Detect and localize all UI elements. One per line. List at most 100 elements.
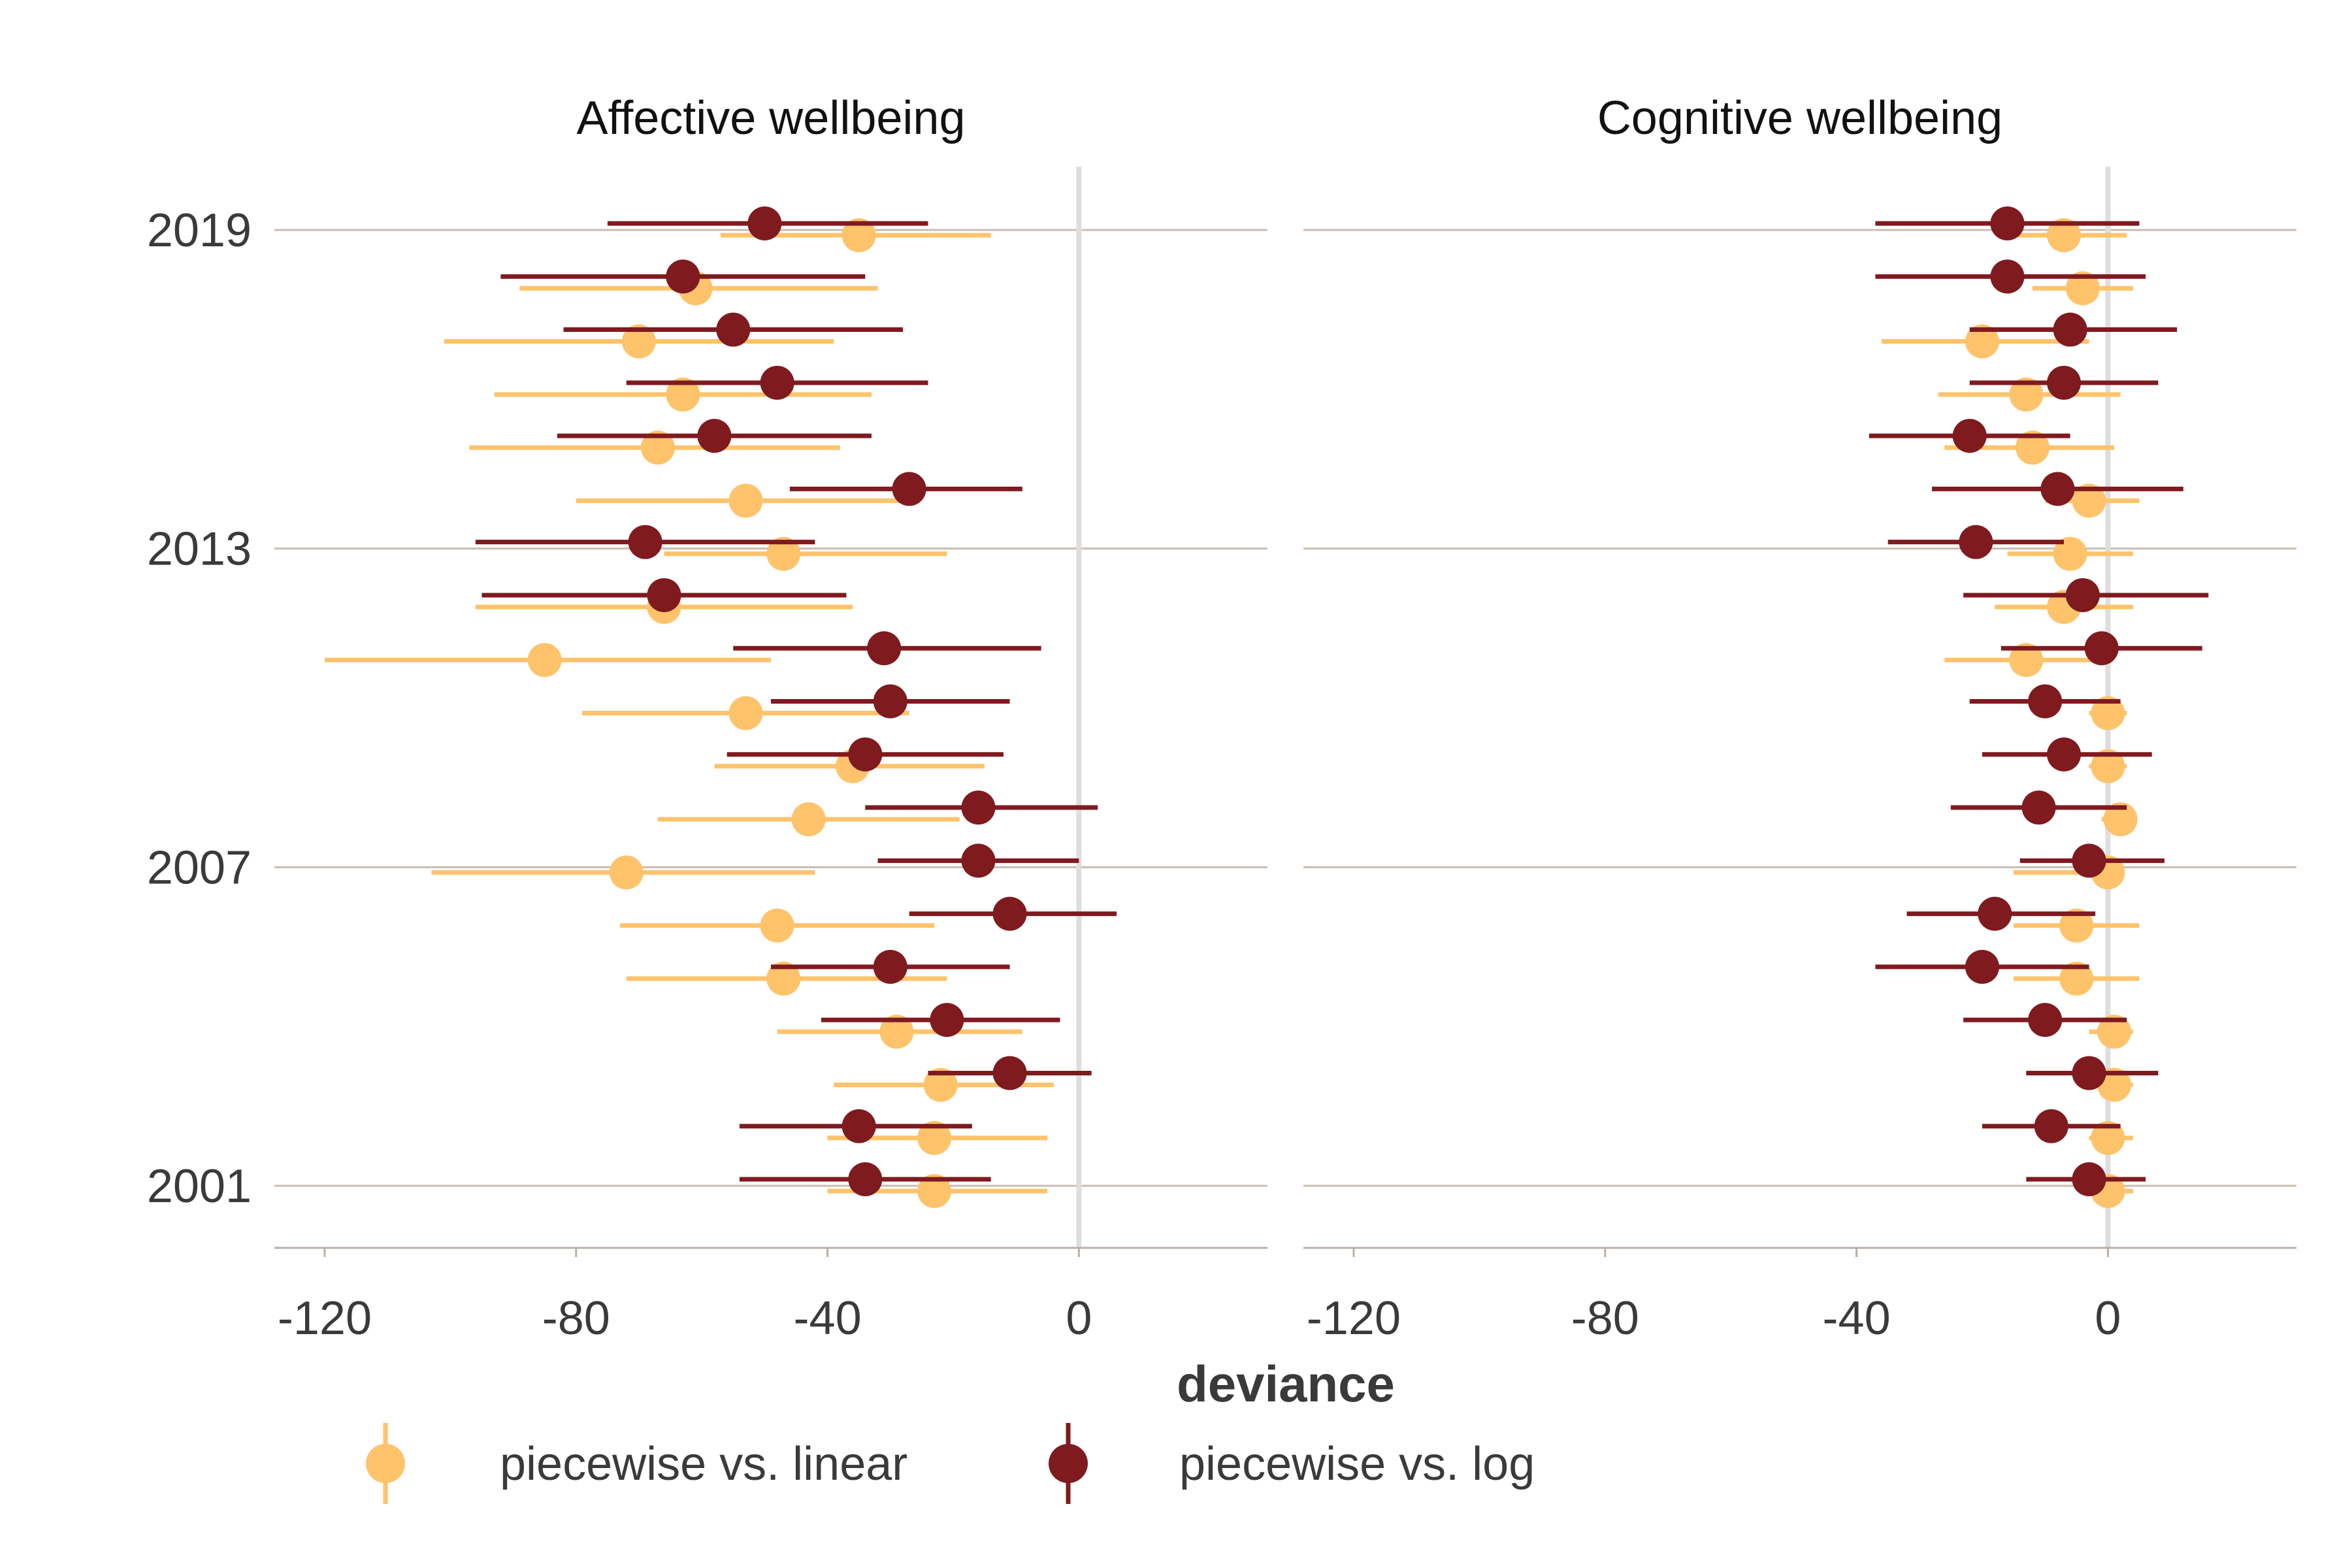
point-2016 (666, 377, 700, 412)
x-tick-label: 0 (1066, 1292, 1092, 1345)
point-2012 (2065, 578, 2100, 612)
point-2002 (841, 1109, 876, 1143)
series-piecewise-vs-log (1869, 206, 2209, 1196)
point-2003 (992, 1056, 1027, 1090)
x-axis-affective: -120 -80 -40 0 (274, 1247, 1267, 1345)
point-2010 (728, 696, 763, 730)
panel-title-affective: Affective wellbeing (576, 92, 965, 144)
point-2001 (2072, 1162, 2106, 1196)
point-2008 (2103, 802, 2138, 837)
point-2017 (1965, 324, 1999, 359)
point-2016 (2009, 377, 2044, 412)
series-piecewise-vs-linear (324, 218, 1054, 1208)
point-2002 (917, 1120, 952, 1155)
point-2013 (766, 536, 801, 571)
y-tick-label: 2007 (147, 841, 252, 894)
panel-cognitive: Cognitive wellbeing -120 -80 -40 0 (1303, 92, 2296, 1345)
point-2004 (879, 1015, 914, 1049)
x-tick-label: -120 (1307, 1292, 1401, 1345)
x-tick-label: -80 (1571, 1292, 1639, 1345)
point-2002 (2091, 1120, 2125, 1155)
point-2015 (1952, 419, 1987, 453)
legend-key-dot (1049, 1444, 1088, 1483)
point-2008 (961, 791, 996, 825)
point-2013 (2053, 536, 2087, 571)
x-axis-title: deviance (1177, 1355, 1395, 1413)
panel-affective: Affective wellbeing -120 -80 -40 0 (274, 92, 1267, 1345)
x-tick-label: -80 (542, 1292, 610, 1345)
point-2018 (666, 259, 700, 294)
point-2004 (930, 1003, 964, 1037)
point-2009 (2091, 749, 2125, 783)
point-2011 (2084, 631, 2119, 666)
point-2018 (2065, 271, 2100, 306)
point-2005 (873, 949, 907, 984)
point-2004 (2028, 1003, 2063, 1037)
x-axis-cognitive: -120 -80 -40 0 (1303, 1247, 2296, 1345)
legend-label: piecewise vs. log (1179, 1438, 1535, 1490)
point-2011 (2009, 643, 2044, 678)
point-2009 (848, 737, 883, 772)
point-2015 (640, 431, 675, 465)
point-2003 (2072, 1056, 2106, 1090)
y-axis: 2019 2013 2007 2001 (147, 204, 252, 1213)
legend-item-piecewise-vs-log: piecewise vs. log (1049, 1423, 1535, 1504)
point-2014 (2072, 483, 2106, 518)
point-2015 (2015, 431, 2050, 465)
point-2019 (841, 218, 876, 252)
point-2006 (760, 908, 794, 943)
marks-affective (324, 206, 1117, 1208)
y-tick-label: 2001 (147, 1160, 252, 1213)
x-tick-label: 0 (2095, 1292, 2121, 1345)
point-2006 (1978, 896, 2012, 931)
point-2005 (2059, 961, 2094, 996)
series-piecewise-vs-linear (1882, 218, 2140, 1208)
y-gridlines-cognitive (1303, 229, 2296, 1187)
series-piecewise-vs-log (475, 206, 1117, 1196)
point-2014 (728, 483, 763, 518)
point-2005 (766, 961, 801, 996)
point-2008 (791, 802, 826, 837)
point-2001 (848, 1162, 883, 1196)
point-2017 (716, 312, 751, 347)
point-2004 (2097, 1015, 2132, 1049)
point-2017 (621, 324, 656, 359)
point-2006 (2059, 908, 2094, 943)
point-2014 (892, 472, 926, 506)
marks-cognitive (1869, 206, 2209, 1208)
point-2019 (1990, 206, 2025, 240)
point-2007 (2072, 843, 2106, 878)
point-2017 (2053, 312, 2087, 347)
point-2006 (992, 896, 1027, 931)
point-2003 (923, 1068, 958, 1102)
x-tick-label: -120 (278, 1292, 372, 1345)
point-2007 (961, 843, 996, 878)
point-2012 (647, 578, 681, 612)
legend-item-piecewise-vs-linear: piecewise vs. linear (366, 1423, 907, 1504)
legend-key-dot (366, 1444, 405, 1483)
point-2016 (760, 365, 794, 400)
point-2013 (628, 525, 662, 559)
point-2001 (917, 1174, 952, 1208)
point-2002 (2034, 1109, 2068, 1143)
point-2013 (1959, 525, 1993, 559)
y-tick-label: 2013 (147, 523, 252, 576)
x-tick-label: -40 (1823, 1292, 1891, 1345)
x-tick-label: -40 (794, 1292, 862, 1345)
point-2010 (873, 684, 907, 719)
point-2008 (2021, 791, 2056, 825)
legend: piecewise vs. linear piecewise vs. log (366, 1423, 1535, 1504)
point-2011 (867, 631, 902, 666)
y-tick-label: 2019 (147, 204, 252, 257)
point-2007 (609, 855, 644, 890)
legend-label: piecewise vs. linear (500, 1438, 907, 1490)
point-2010 (2028, 684, 2063, 719)
panel-title-cognitive: Cognitive wellbeing (1597, 92, 2002, 144)
point-2016 (2047, 365, 2082, 400)
point-2005 (1965, 949, 1999, 984)
point-2019 (2047, 218, 2082, 252)
point-2014 (2040, 472, 2075, 506)
point-2018 (1990, 259, 2025, 294)
point-2019 (747, 206, 782, 240)
